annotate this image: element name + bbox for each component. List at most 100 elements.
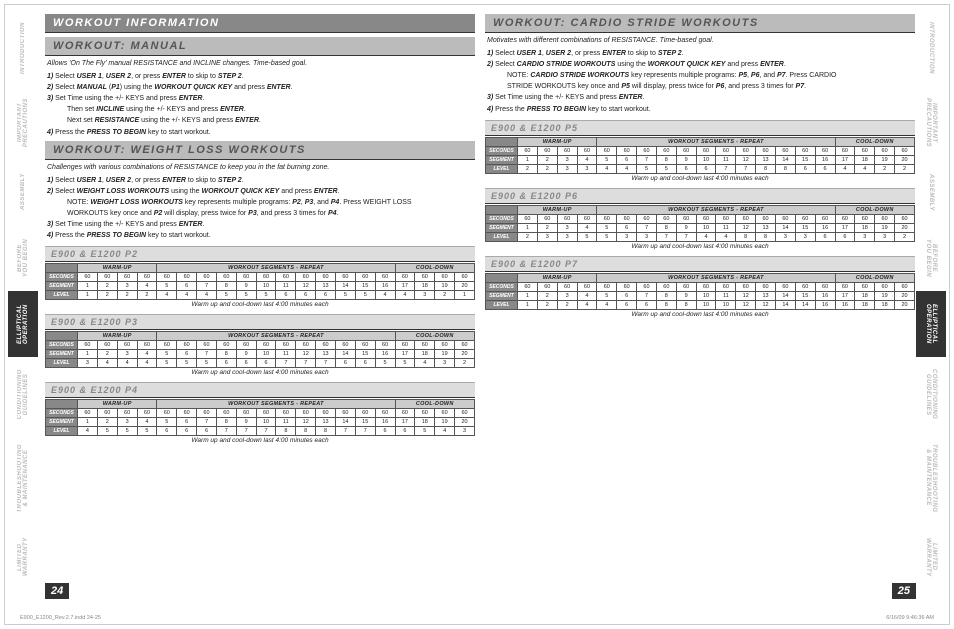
table-cell: 5 bbox=[157, 418, 177, 427]
cardio-steps: 1) Select USER 1, USER 2, or press ENTER… bbox=[485, 49, 915, 114]
table-cell: 1 bbox=[78, 350, 98, 359]
table-cell: 5 bbox=[177, 359, 197, 368]
workout-step: 1) Select USER 1, USER 2, or press ENTER… bbox=[55, 176, 473, 185]
heading-sub: CARDIO STRIDE WORKOUTS bbox=[570, 17, 758, 29]
table-cell: 6 bbox=[177, 282, 197, 291]
table-cell: 60 bbox=[375, 273, 395, 282]
table-cell: 3 bbox=[557, 232, 577, 241]
table-cell: 60 bbox=[716, 282, 736, 291]
sidetab: INTRODUCTION bbox=[916, 10, 946, 86]
table-cell: 7 bbox=[197, 418, 217, 427]
table-cell: 7 bbox=[355, 427, 375, 436]
table-cell: 60 bbox=[78, 273, 98, 282]
table-cell: 60 bbox=[656, 214, 676, 223]
table-cell: 2 bbox=[537, 291, 557, 300]
table-cell: 3 bbox=[117, 282, 137, 291]
table-cell: 60 bbox=[637, 282, 657, 291]
table-cell: 8 bbox=[775, 164, 795, 173]
heading-sub: MANUAL bbox=[130, 40, 187, 52]
table-cell: 6 bbox=[316, 291, 336, 300]
table-cell: 60 bbox=[736, 282, 756, 291]
table-cell: 14 bbox=[775, 300, 795, 309]
table-cell: 7 bbox=[656, 232, 676, 241]
table-cell: 2 bbox=[97, 350, 117, 359]
table-cell: 16 bbox=[375, 418, 395, 427]
table-title: E900 & E1200 P4 bbox=[45, 382, 475, 398]
sidetab: ASSEMBLY bbox=[916, 159, 946, 225]
sidetab: BEFORE YOU BEGIN bbox=[8, 225, 38, 291]
table-cell: 60 bbox=[157, 341, 177, 350]
table-cell: 60 bbox=[455, 273, 475, 282]
table-cell: 3 bbox=[557, 291, 577, 300]
table-cell: 2 bbox=[537, 164, 557, 173]
table-cell: 5 bbox=[157, 350, 177, 359]
table-cell: 16 bbox=[375, 282, 395, 291]
table-cell: 7 bbox=[736, 164, 756, 173]
table-cell: 4 bbox=[617, 164, 637, 173]
table-cell: 17 bbox=[835, 291, 855, 300]
table-cell: 14 bbox=[335, 350, 355, 359]
table-cell: 16 bbox=[835, 300, 855, 309]
table-cell: 6 bbox=[617, 223, 637, 232]
table-cell: 4 bbox=[577, 155, 597, 164]
table-cell: 60 bbox=[775, 146, 795, 155]
table-cell: 60 bbox=[78, 341, 98, 350]
manual-steps: 1) Select USER 1, USER 2, or press ENTER… bbox=[45, 72, 475, 137]
table-cell: 5 bbox=[375, 359, 395, 368]
table-cell: 6 bbox=[256, 359, 276, 368]
table-cell: 4 bbox=[197, 291, 217, 300]
table-cell: 60 bbox=[97, 409, 117, 418]
table-cell: 7 bbox=[256, 427, 276, 436]
table-cell: 20 bbox=[455, 282, 475, 291]
workout-step: 3) Set Time using the +/- KEYS and press… bbox=[55, 94, 473, 103]
table-cell: 60 bbox=[78, 409, 98, 418]
workout-step: NOTE: WEIGHT LOSS WORKOUTS key represent… bbox=[67, 198, 473, 207]
table-cell: 6 bbox=[236, 359, 256, 368]
table-cell: 5 bbox=[597, 232, 617, 241]
table-cell: 14 bbox=[775, 155, 795, 164]
table-cell: 3 bbox=[557, 164, 577, 173]
table-cell: 60 bbox=[435, 273, 455, 282]
table-cell: 60 bbox=[296, 341, 316, 350]
table-cell: 3 bbox=[117, 350, 137, 359]
table-cell: 6 bbox=[355, 359, 375, 368]
table-cell: 60 bbox=[518, 282, 538, 291]
table-cell: 60 bbox=[656, 146, 676, 155]
table-cell: 3 bbox=[557, 223, 577, 232]
table-cell: 9 bbox=[236, 350, 256, 359]
table-cell: 1 bbox=[78, 418, 98, 427]
heading-cardio: WORKOUT: CARDIO STRIDE WORKOUTS bbox=[485, 14, 915, 33]
table-cell: 60 bbox=[696, 146, 716, 155]
table-cell: 60 bbox=[537, 146, 557, 155]
table-cell: 12 bbox=[736, 291, 756, 300]
table-cell: 6 bbox=[177, 418, 197, 427]
table-cell: 60 bbox=[895, 282, 915, 291]
workout-table: WARM-UPWORKOUT SEGMENTS - REPEATCOOL-DOW… bbox=[485, 205, 915, 242]
sidetab: BEFORE YOU BEGIN bbox=[916, 225, 946, 291]
table-cell: 60 bbox=[617, 146, 637, 155]
table-cell: 1 bbox=[518, 291, 538, 300]
table-cell: 7 bbox=[316, 359, 336, 368]
table-cell: 60 bbox=[177, 409, 197, 418]
workout-table: WARM-UPWORKOUT SEGMENTS - REPEATCOOL-DOW… bbox=[485, 273, 915, 310]
table-cell: 5 bbox=[577, 232, 597, 241]
table-cell: 20 bbox=[895, 300, 915, 309]
workout-step: 1) Select USER 1, USER 2, or press ENTER… bbox=[55, 72, 473, 81]
workout-step: 4) Press the PRESS TO BEGIN key to start… bbox=[55, 231, 473, 240]
table-cell: 8 bbox=[656, 300, 676, 309]
table-cell: 15 bbox=[795, 155, 815, 164]
table-cell: 7 bbox=[276, 359, 296, 368]
table-cell: 7 bbox=[335, 427, 355, 436]
table-cell: 11 bbox=[716, 291, 736, 300]
table-cell: 8 bbox=[316, 427, 336, 436]
table-cell: 60 bbox=[177, 341, 197, 350]
table-cell: 5 bbox=[656, 164, 676, 173]
table-cell: 14 bbox=[795, 300, 815, 309]
table-cell: 9 bbox=[236, 282, 256, 291]
table-cell: 60 bbox=[597, 282, 617, 291]
sidetab: IMPORTANT PRECAUTIONS bbox=[916, 86, 946, 159]
table-title: E900 & E1200 P3 bbox=[45, 314, 475, 330]
table-cell: 4 bbox=[597, 164, 617, 173]
table-cell: 60 bbox=[117, 273, 137, 282]
table-cell: 60 bbox=[557, 146, 577, 155]
